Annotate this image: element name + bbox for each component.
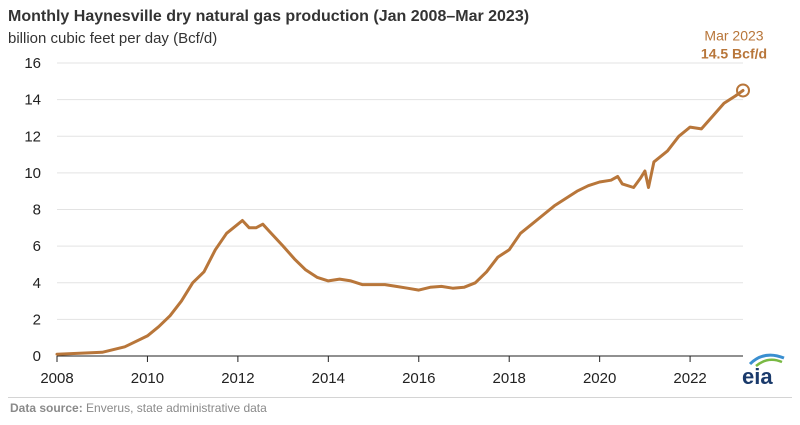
x-tick-label-2022: 2022 [673, 370, 706, 387]
data-source-label: Data source: [10, 401, 83, 415]
eia-logo: eia [742, 352, 792, 389]
annotation-layer: Mar 2023 14.5 Bcf/d [701, 27, 767, 98]
y-tick-label-8: 8 [33, 202, 41, 219]
x-tick-label-2012: 2012 [221, 370, 254, 387]
x-tick-label-2018: 2018 [493, 370, 526, 387]
x-tick-label-2008: 2008 [40, 370, 73, 387]
y-tick-label-4: 4 [33, 275, 41, 292]
annotation-marker [736, 83, 750, 98]
chart-subtitle: billion cubic feet per day (Bcf/d) [8, 30, 218, 47]
x-tick-label-2016: 2016 [402, 370, 435, 387]
y-tick-label-6: 6 [33, 238, 41, 255]
series-layer [55, 89, 745, 356]
y-tick-label-10: 10 [24, 165, 41, 182]
y-tick-label-14: 14 [24, 92, 41, 109]
data-source: Data source: Enverus, state administrati… [10, 401, 267, 415]
series-line-0 [55, 89, 745, 356]
y-tick-label-0: 0 [33, 348, 41, 365]
eia-logo-swoosh-icon [748, 353, 785, 367]
annotation-value: 14.5 Bcf/d [701, 45, 767, 61]
axes: 0 2 4 6 8 10 12 14 16 2008 2010 2012 2014 2016 2018 202… [24, 55, 743, 387]
x-tick-label-2020: 2020 [583, 370, 616, 387]
x-tick-label-2014: 2014 [312, 370, 345, 387]
y-tick-label-12: 12 [24, 128, 41, 145]
eia-logo-text: eia [742, 364, 773, 389]
y-tick-label-16: 16 [24, 55, 41, 72]
y-tick-label-2: 2 [33, 311, 41, 328]
x-tick-label-2010: 2010 [131, 370, 164, 387]
chart-title: Monthly Haynesville dry natural gas prod… [8, 8, 530, 25]
gridlines [57, 62, 743, 320]
footer-divider [8, 397, 792, 398]
annotation-date: Mar 2023 [704, 27, 763, 43]
data-source-text: Enverus, state administrative data [86, 401, 267, 415]
